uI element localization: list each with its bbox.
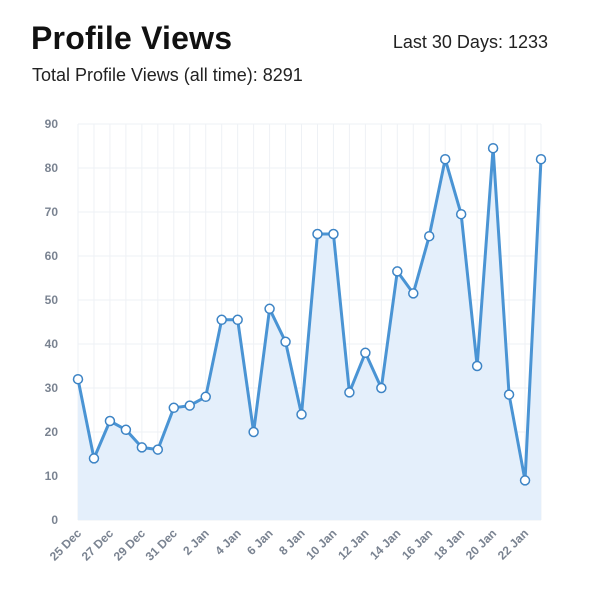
x-tick-label: 6 Jan [244,526,276,558]
y-tick-label: 0 [51,513,58,527]
data-point[interactable] [264,303,275,315]
x-tick-label: 16 Jan [399,526,435,562]
chart-points [72,142,547,486]
x-tick-label: 10 Jan [303,526,339,562]
y-tick-label: 20 [45,425,59,439]
x-tick-label: 12 Jan [335,526,371,562]
data-point[interactable] [328,228,339,240]
x-tick-label: 2 Jan [180,526,212,558]
data-point[interactable] [423,230,435,242]
data-point[interactable] [360,347,371,359]
x-tick-label: 14 Jan [367,526,403,562]
data-point[interactable] [120,424,132,436]
y-tick-label: 80 [45,161,59,175]
data-point[interactable] [168,402,180,414]
x-tick-label: 25 Dec [47,526,84,563]
data-point[interactable] [312,228,323,240]
x-tick-label: 31 Dec [143,526,180,563]
last-30-days-count: Last 30 Days: 1233 [392,32,548,52]
data-point[interactable] [535,153,547,165]
data-point[interactable] [439,153,451,165]
total-views-count: Total Profile Views (all time): 8291 [32,65,303,85]
y-tick-label: 60 [45,249,59,263]
data-point[interactable] [232,314,243,326]
x-tick-label: 20 Jan [463,526,499,562]
page-title: Profile Views [31,20,233,56]
data-point[interactable] [344,387,355,398]
x-tick-label: 22 Jan [495,526,531,562]
x-tick-label: 18 Jan [431,526,467,562]
data-point[interactable] [296,409,307,420]
data-point[interactable] [152,444,164,455]
y-tick-label: 70 [45,205,59,219]
data-point[interactable] [392,266,403,277]
data-point[interactable] [72,373,84,385]
y-tick-label: 10 [45,469,59,483]
data-point[interactable] [184,400,196,411]
y-tick-label: 30 [45,381,59,395]
x-tick-label: 27 Dec [79,526,116,563]
data-point[interactable] [104,415,116,427]
data-point[interactable] [471,360,483,372]
data-point[interactable] [248,426,259,438]
x-tick-label: 29 Dec [111,526,148,563]
data-point[interactable] [200,391,211,403]
data-point[interactable] [487,142,499,154]
y-tick-label: 90 [45,117,59,131]
x-tick-label: 4 Jan [212,526,244,558]
data-point[interactable] [455,208,467,220]
y-tick-label: 40 [45,337,59,351]
data-point[interactable] [519,475,531,486]
data-point[interactable] [88,453,100,464]
data-point[interactable] [503,389,515,400]
y-tick-label: 50 [45,293,59,307]
data-point[interactable] [136,442,148,453]
data-point[interactable] [216,314,227,326]
data-point[interactable] [408,288,419,299]
y-axis-ticks: 0 10 20 30 40 50 60 70 80 90 [45,117,59,527]
data-point[interactable] [376,382,387,394]
data-point[interactable] [280,336,291,348]
